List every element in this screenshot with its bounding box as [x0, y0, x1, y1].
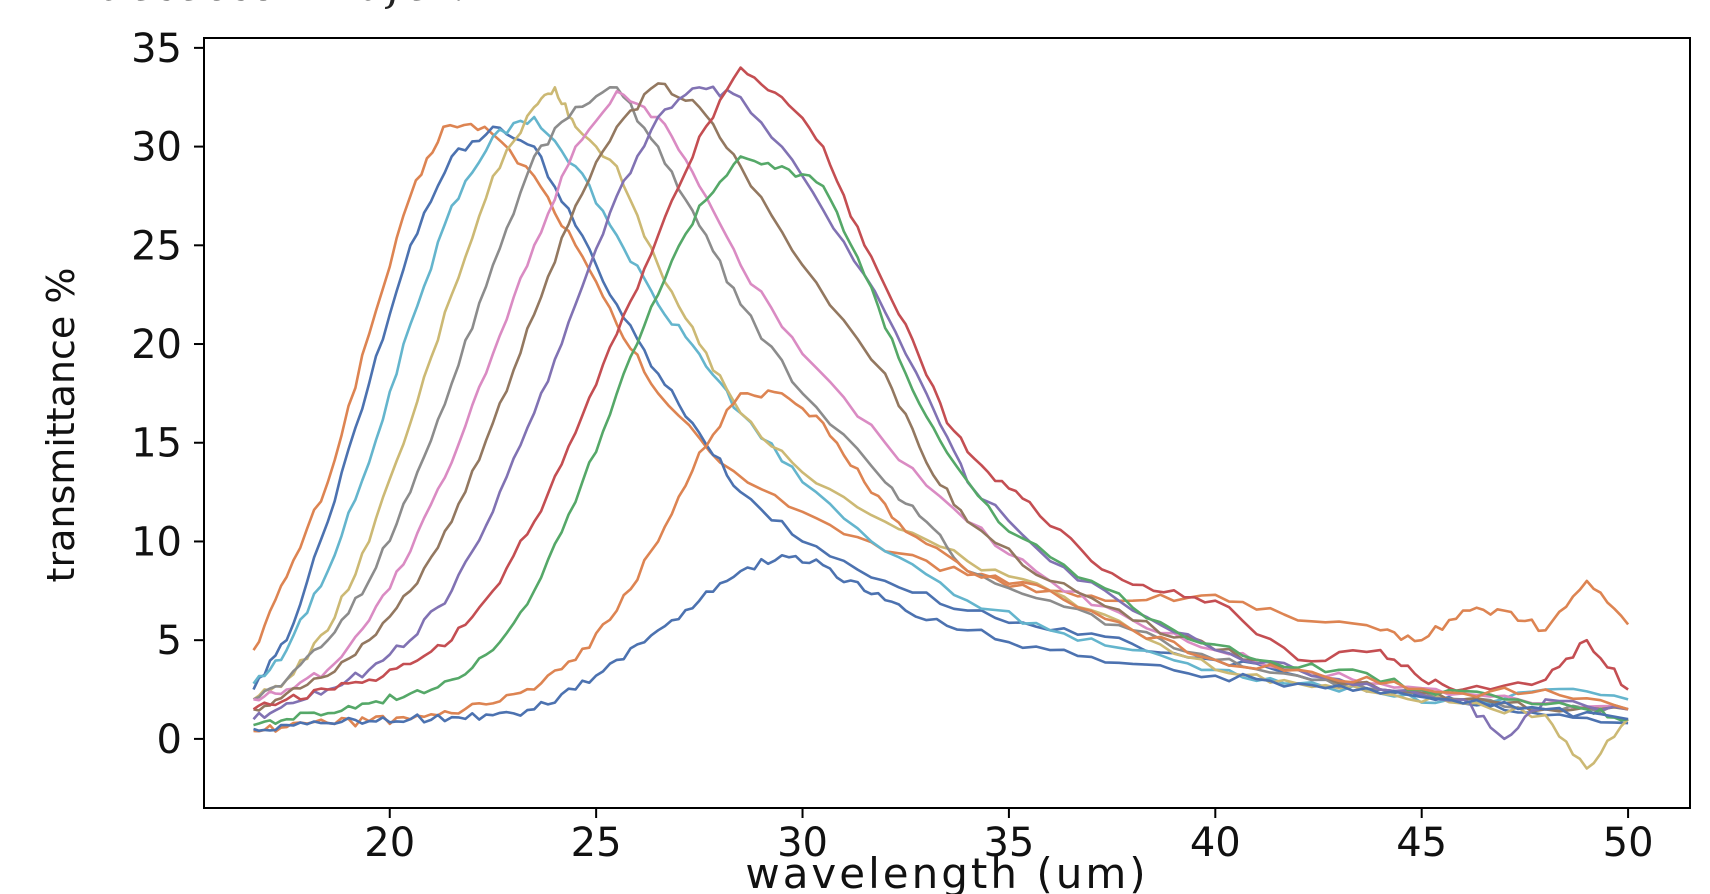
x-tick-label: 25: [571, 820, 622, 866]
y-axis-ticks: 0 5 10 15 20 25 30 35: [131, 26, 204, 763]
series-line-4: [252, 86, 1630, 770]
x-tick-label: 20: [364, 820, 415, 866]
series-line-10: [253, 155, 1629, 727]
x-tick-label: 40: [1190, 820, 1241, 866]
series-layer: [252, 66, 1630, 770]
x-tick-label: 30: [777, 820, 828, 866]
x-tick-label: 35: [983, 820, 1034, 866]
y-axis-title: transmittance %: [39, 268, 83, 583]
x-axis-title: wavelength (um): [745, 849, 1148, 894]
clipped-caption-text: detector wafer.: [100, 0, 468, 11]
y-tick-label: 10: [131, 519, 182, 565]
series-line-1: [252, 122, 1630, 651]
y-tick-label: 35: [131, 26, 182, 72]
y-tick-label: 20: [131, 322, 182, 368]
series-line-8: [252, 85, 1629, 741]
series-line-12: [253, 554, 1629, 732]
y-tick-label: 15: [131, 421, 182, 467]
y-tick-label: 5: [157, 618, 182, 664]
y-tick-label: 30: [131, 125, 182, 171]
series-line-5: [252, 86, 1629, 713]
x-tick-label: 50: [1603, 820, 1654, 866]
series-line-3: [252, 115, 1629, 705]
y-tick-label: 25: [131, 223, 182, 269]
x-axis-ticks: 20 25 30 35 40 45 50: [364, 808, 1654, 866]
x-tick-label: 45: [1396, 820, 1447, 866]
series-line-9: [252, 66, 1629, 711]
y-tick-label: 0: [157, 717, 182, 763]
